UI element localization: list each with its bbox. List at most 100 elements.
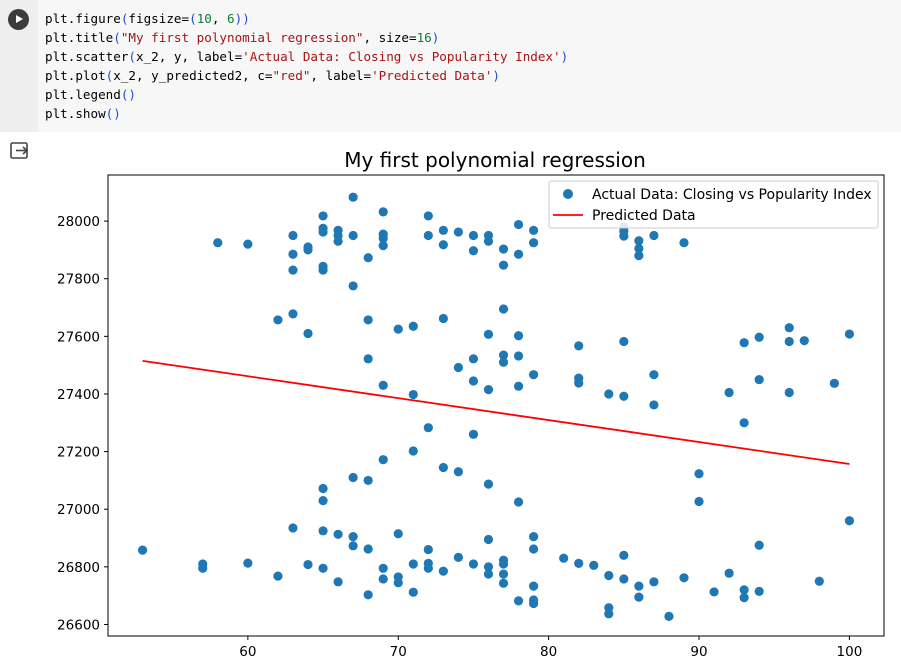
data-point: [363, 590, 373, 600]
code-line: plt.title("My first polynomial regressio…: [45, 28, 568, 47]
data-point: [528, 225, 539, 235]
data-point: [528, 370, 539, 380]
data-point: [273, 315, 283, 325]
data-point: [739, 338, 749, 348]
data-point: [318, 495, 328, 506]
code-token: (): [120, 87, 136, 102]
code-token: plt.show: [45, 106, 106, 121]
data-point: [318, 227, 328, 237]
data-point: [378, 380, 388, 390]
data-point: [739, 593, 749, 603]
code-token: "red": [272, 68, 311, 83]
code-line: plt.show(): [45, 104, 568, 123]
code-cell[interactable]: plt.figure(figsize=(10, 6)) plt.title("My…: [0, 0, 901, 132]
data-point: [423, 211, 433, 221]
output-action-icon[interactable]: [9, 140, 31, 162]
data-point: [513, 497, 524, 507]
code-token: , size=: [363, 30, 417, 45]
data-point: [498, 304, 509, 314]
data-point: [288, 265, 298, 275]
y-tick-label: 26600: [57, 617, 100, 633]
data-point: [483, 569, 494, 579]
data-point: [604, 389, 614, 399]
legend-marker-scatter: [563, 189, 573, 199]
code-token: x_2, y_predicted2, c=: [113, 68, 273, 83]
legend-label-scatter: Actual Data: Closing vs Popularity Index: [592, 187, 872, 203]
data-point: [438, 313, 448, 324]
data-point: [528, 531, 539, 542]
data-point: [649, 370, 659, 380]
data-point: [393, 324, 403, 334]
y-tick-label: 27600: [57, 329, 100, 345]
data-point: [348, 281, 358, 291]
data-point: [649, 577, 659, 587]
data-point: [363, 354, 373, 364]
legend-label-line: Predicted Data: [592, 208, 696, 224]
data-point: [483, 236, 494, 246]
data-point: [724, 568, 734, 578]
data-point: [438, 566, 448, 576]
code-token: (: [105, 68, 114, 83]
data-point: [844, 329, 855, 339]
data-point: [243, 558, 253, 568]
data-point: [438, 225, 448, 235]
data-point: [513, 381, 524, 391]
data-point: [528, 238, 539, 248]
data-point: [393, 578, 403, 588]
plot-area-frame: [107, 174, 885, 637]
data-point: [679, 238, 689, 248]
data-point: [498, 357, 509, 367]
data-point: [318, 563, 328, 573]
x-tick-label: 90: [690, 644, 707, 660]
code-line: plt.figure(figsize=(10, 6)): [45, 9, 568, 28]
data-point: [498, 244, 509, 254]
data-point: [754, 374, 764, 385]
data-point: [799, 336, 809, 346]
code-line: plt.plot(x_2, y_predicted2, c="red", lab…: [45, 66, 568, 85]
code-token: figsize=: [128, 11, 190, 26]
data-point: [318, 211, 328, 221]
data-point: [378, 455, 388, 465]
run-cell-button[interactable]: [8, 9, 29, 30]
data-point: [513, 219, 524, 230]
data-point: [649, 400, 659, 410]
data-point: [619, 336, 629, 347]
legend-box: [548, 180, 879, 229]
data-point: [408, 389, 418, 400]
data-point: [378, 240, 388, 251]
data-point: [694, 496, 704, 507]
data-point: [513, 596, 524, 606]
code-token: , label=: [310, 68, 372, 83]
code-token: (: [113, 30, 121, 45]
data-point: [739, 585, 749, 595]
data-point: [784, 336, 794, 347]
data-point: [348, 541, 358, 551]
data-point: [363, 475, 373, 486]
data-point: [619, 231, 629, 241]
data-point: [528, 581, 539, 591]
legend: Actual Data: Closing vs Popularity Index…: [548, 180, 879, 229]
data-point: [363, 544, 373, 554]
data-point: [333, 577, 343, 587]
code-line: plt.legend(): [45, 85, 568, 104]
code-token: x_2, y, label=: [136, 49, 243, 64]
code-token: ,: [211, 11, 228, 26]
data-point: [453, 362, 464, 373]
data-point: [468, 230, 479, 241]
data-point: [589, 560, 599, 571]
data-point: [348, 472, 358, 483]
scatter-series: [137, 192, 855, 622]
data-point: [513, 331, 524, 341]
data-point: [483, 479, 494, 489]
code-editor[interactable]: plt.figure(figsize=(10, 6)) plt.title("My…: [45, 9, 568, 123]
data-point: [468, 246, 479, 256]
predicted-line-series: [142, 359, 850, 465]
data-point: [333, 236, 343, 246]
code-line: plt.scatter(x_2, y, label='Actual Data: …: [45, 47, 568, 66]
data-point: [318, 526, 328, 536]
data-point: [303, 559, 313, 570]
data-point: [528, 544, 539, 554]
data-point: [303, 245, 313, 255]
data-point: [318, 265, 328, 275]
y-axis: 26600 26800 27000 27200 27400 27600 27800 28000: [57, 214, 108, 633]
